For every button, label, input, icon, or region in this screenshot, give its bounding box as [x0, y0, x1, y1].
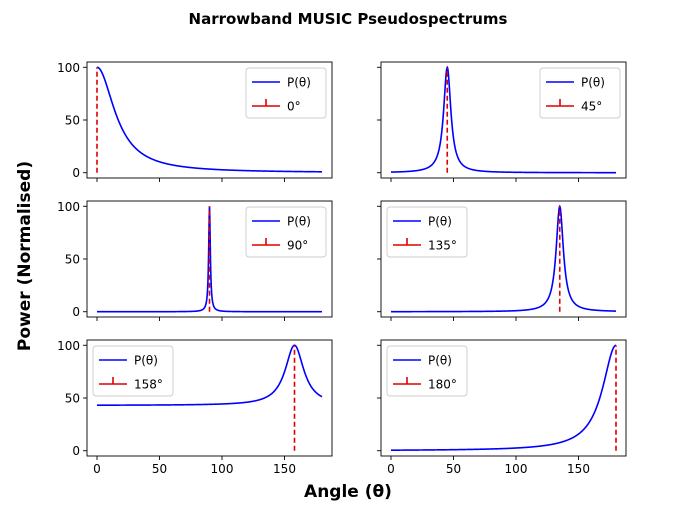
subplot-2: P(θ) 45° — [377, 61, 627, 182]
pseudospectrum-line — [391, 65, 616, 174]
pseudospectrum-line — [391, 344, 617, 451]
y-tick-label: 100 — [57, 200, 80, 214]
legend: P(θ) 180° — [386, 345, 468, 397]
y-tick-label: 0 — [72, 444, 80, 458]
legend-label: 180° — [428, 378, 457, 392]
x-tick-label: 0 — [93, 462, 101, 476]
subplot-4: P(θ) 135° — [377, 200, 627, 321]
legend: P(θ) 158° — [92, 345, 174, 397]
figure-title: Narrowband MUSIC Pseudospectrums — [189, 10, 508, 28]
legend-label: 0° — [287, 100, 301, 114]
legend: P(θ) 90° — [245, 206, 327, 258]
legend: P(θ) 45° — [539, 67, 621, 119]
legend-label: P(θ) — [134, 354, 158, 368]
subplot-grid: 0 50 100 P(θ) 0° P(θ) 45° 0 50 100 P(θ) 90° P(θ) 135°… — [57, 61, 627, 476]
y-tick-label: 50 — [65, 253, 80, 267]
pseudospectrum-line — [391, 204, 616, 313]
legend-label: P(θ) — [428, 215, 452, 229]
legend-label: 90° — [287, 239, 308, 253]
legend-label: 45° — [581, 100, 602, 114]
legend-box — [539, 67, 621, 119]
y-tick-label: 50 — [65, 392, 80, 406]
figure-xlabel: Angle (θ) — [304, 482, 392, 502]
x-tick-label: 150 — [273, 462, 296, 476]
pseudospectrum-line — [97, 344, 323, 406]
pseudospectrum-line — [97, 206, 322, 313]
y-tick-label: 100 — [57, 61, 80, 75]
legend-label: 135° — [428, 239, 457, 253]
figure-ylabel: Power (Normalised) — [15, 161, 35, 351]
subplot-1: 0 50 100 P(θ) 0° — [57, 61, 333, 182]
legend: P(θ) 135° — [386, 206, 468, 258]
x-tick-label: 50 — [446, 462, 461, 476]
legend-label: 158° — [134, 378, 163, 392]
legend: P(θ) 0° — [245, 67, 327, 119]
x-tick-label: 0 — [387, 462, 395, 476]
x-tick-label: 100 — [211, 462, 234, 476]
legend-label: P(θ) — [581, 76, 605, 90]
subplot-6: 0 50 100 150 P(θ) 180° — [377, 339, 627, 476]
legend-box — [245, 206, 327, 258]
y-tick-label: 0 — [72, 305, 80, 319]
legend-label: P(θ) — [287, 76, 311, 90]
x-tick-label: 100 — [505, 462, 528, 476]
pseudospectrum-line — [96, 66, 322, 173]
legend-label: P(θ) — [428, 354, 452, 368]
y-tick-label: 100 — [57, 339, 80, 353]
legend-box — [245, 67, 327, 119]
y-tick-label: 50 — [65, 114, 80, 128]
y-tick-label: 0 — [72, 166, 80, 180]
subplot-5: 0 50 100 150 0 50 100 P(θ) 158° — [57, 339, 333, 476]
legend-label: P(θ) — [287, 215, 311, 229]
subplot-3: 0 50 100 P(θ) 90° — [57, 200, 333, 321]
x-tick-label: 150 — [567, 462, 590, 476]
x-tick-label: 50 — [152, 462, 167, 476]
